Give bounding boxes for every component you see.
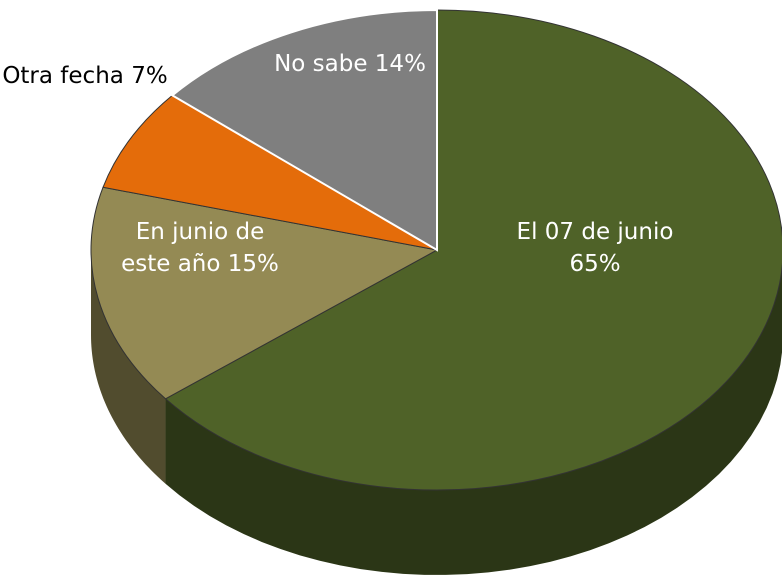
label-text: En junio de este año 15% — [110, 216, 290, 280]
value-label: 65% — [569, 251, 621, 277]
slice-side — [165, 267, 782, 575]
slice-label: No sabe 14% — [270, 48, 430, 80]
label-text: El 07 de junio 65% — [510, 216, 680, 280]
label-text: Otra fecha 7% — [0, 60, 170, 92]
value-label: 14% — [374, 51, 426, 77]
slice — [90, 186, 439, 400]
slice — [170, 8, 438, 252]
value-label: 15% — [227, 251, 279, 277]
category-name: No sabe — [274, 51, 368, 77]
category-name: En junio de este año — [121, 219, 265, 277]
slice-label: En junio de este año 15% — [110, 216, 290, 280]
slice — [102, 94, 438, 251]
slice-side — [91, 250, 166, 484]
category-name: Otra fecha — [2, 63, 124, 89]
category-name: El 07 de junio — [516, 219, 674, 245]
slice-label: El 07 de junio 65% — [510, 216, 680, 280]
slice-label: Otra fecha 7% — [0, 60, 170, 92]
slice — [164, 9, 782, 491]
label-text: No sabe 14% — [270, 48, 430, 80]
value-label: 7% — [131, 63, 168, 89]
